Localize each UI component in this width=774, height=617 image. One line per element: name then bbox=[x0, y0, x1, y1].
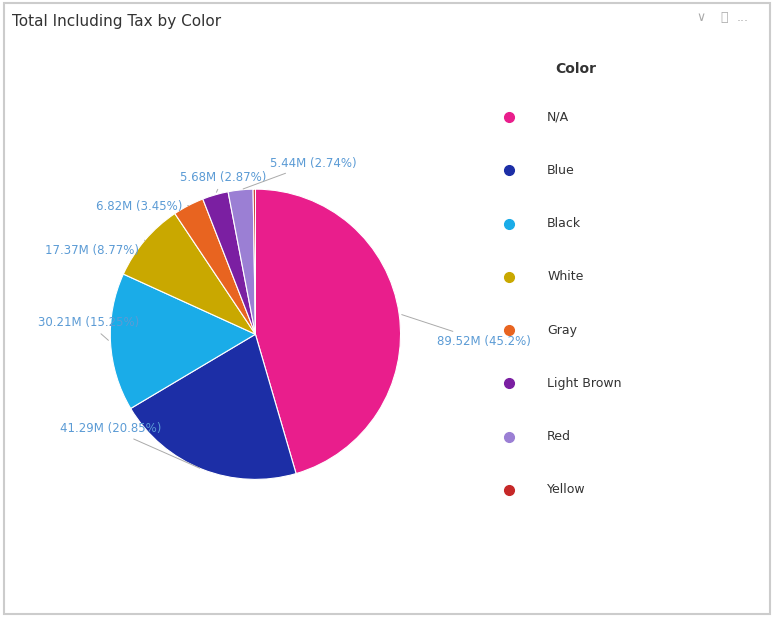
Wedge shape bbox=[131, 334, 296, 479]
Text: ∨: ∨ bbox=[696, 11, 705, 24]
Wedge shape bbox=[123, 213, 255, 334]
Text: Gray: Gray bbox=[547, 323, 577, 337]
Wedge shape bbox=[175, 199, 255, 334]
Wedge shape bbox=[253, 189, 255, 334]
Text: Yellow: Yellow bbox=[547, 483, 586, 496]
Text: 6.82M (3.45%): 6.82M (3.45%) bbox=[96, 200, 188, 213]
Text: 17.37M (8.77%): 17.37M (8.77%) bbox=[45, 240, 145, 257]
Text: White: White bbox=[547, 270, 584, 283]
Text: 5.68M (2.87%): 5.68M (2.87%) bbox=[180, 171, 266, 193]
Text: 41.29M (20.85%): 41.29M (20.85%) bbox=[60, 422, 200, 468]
Text: Black: Black bbox=[547, 217, 581, 230]
Text: Color: Color bbox=[556, 62, 596, 76]
Wedge shape bbox=[228, 189, 255, 334]
Wedge shape bbox=[203, 192, 255, 334]
Text: Total Including Tax by Color: Total Including Tax by Color bbox=[12, 14, 221, 28]
Text: Blue: Blue bbox=[547, 164, 575, 177]
Wedge shape bbox=[255, 189, 400, 474]
Text: Light Brown: Light Brown bbox=[547, 377, 622, 390]
Text: ...: ... bbox=[737, 11, 749, 24]
Text: 5.44M (2.74%): 5.44M (2.74%) bbox=[243, 157, 357, 189]
Text: N/A: N/A bbox=[547, 110, 570, 124]
Wedge shape bbox=[111, 274, 255, 408]
Text: 30.21M (15.25%): 30.21M (15.25%) bbox=[38, 316, 139, 341]
Text: 89.52M (45.2%): 89.52M (45.2%) bbox=[402, 315, 531, 348]
Text: Red: Red bbox=[547, 430, 571, 443]
Text: ⛶: ⛶ bbox=[720, 11, 728, 24]
